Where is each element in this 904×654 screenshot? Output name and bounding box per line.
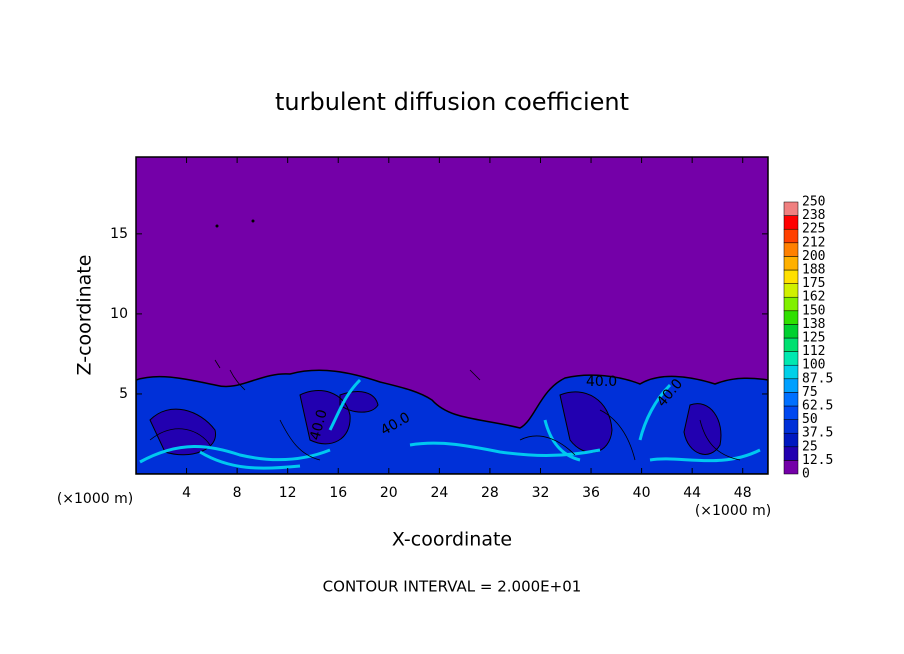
colorbar-label: 75: [802, 385, 818, 400]
colorbar-swatch: [783, 460, 799, 475]
colorbar-swatch: [783, 337, 799, 352]
colorbar-swatch: [783, 283, 799, 298]
x-tick-label: 36: [582, 485, 600, 501]
x-tick-label: 24: [430, 485, 448, 501]
colorbar-label: 50: [802, 412, 818, 427]
field-region: [136, 369, 768, 474]
colorbar-swatch: [783, 364, 799, 380]
colorbar-label: 112: [802, 344, 825, 359]
x-axis-label: X-coordinate: [392, 529, 512, 551]
x-tick-label: 48: [734, 485, 752, 501]
colorbar-swatch: [783, 419, 799, 434]
colorbar-label: 150: [802, 303, 825, 318]
x-tick-label: 4: [182, 485, 191, 501]
x-tick-label: 28: [481, 485, 499, 501]
colorbar-swatch: [783, 378, 799, 393]
colorbar-label: 238: [802, 208, 825, 223]
x-tick-label: 20: [380, 485, 398, 501]
speck: [251, 219, 255, 223]
colorbar-swatch: [783, 269, 799, 284]
colorbar-label: 25: [802, 439, 818, 454]
colorbar-swatch: [783, 351, 799, 366]
colorbar-swatch: [783, 296, 799, 312]
colorbar-swatch: [783, 392, 799, 407]
colorbar-label: 250: [802, 195, 825, 210]
colorbar-swatch: [783, 242, 799, 257]
x-tick-label: 12: [279, 485, 297, 501]
y-tick-label: 15: [110, 226, 128, 242]
x-tick-label: 8: [233, 485, 242, 501]
colorbar-swatch: [783, 201, 799, 216]
x-tick-label: 32: [532, 485, 550, 501]
colorbar-swatch: [783, 324, 799, 339]
colorbar-swatch: [783, 432, 799, 448]
colorbar-label: 0: [802, 467, 810, 482]
colorbar-label: 125: [802, 331, 825, 346]
x-tick-label: 44: [683, 485, 701, 501]
colorbar-label: 12.5: [802, 453, 833, 468]
contour-label: 40.0: [307, 408, 331, 442]
colorbar-label: 138: [802, 317, 825, 332]
x-unit-label: (×1000 m): [695, 503, 771, 519]
colorbar-label: 212: [802, 235, 825, 250]
colorbar-swatch: [783, 446, 799, 461]
contour-field: [136, 157, 768, 474]
speck: [215, 224, 219, 228]
y-tick-label: 5: [119, 386, 128, 402]
colorbar-swatch: [783, 215, 799, 230]
colorbar-label: 87.5: [802, 371, 833, 386]
field-outline: [149, 359, 741, 461]
colorbar-label: 200: [802, 249, 825, 264]
x-unit-label: (×1000 m): [57, 491, 133, 507]
y-tick-label: 10: [110, 306, 128, 322]
field-streak: [139, 378, 761, 470]
y-axis-label: Z-coordinate: [74, 255, 96, 376]
colorbar-swatch: [783, 405, 799, 420]
colorbar-label: 62.5: [802, 399, 833, 414]
contour-label: 40.0: [586, 374, 617, 390]
colorbar-swatch: [783, 256, 799, 271]
colorbar-label: 225: [802, 222, 825, 237]
field-patch: [149, 390, 722, 456]
colorbar-swatch: [783, 310, 799, 325]
colorbar-label: 100: [802, 358, 825, 373]
plot-frame: [135, 156, 769, 475]
colorbar-label: 37.5: [802, 426, 833, 441]
colorbar-label: 188: [802, 263, 825, 278]
colorbar-label: 175: [802, 276, 825, 291]
x-tick-label: 40: [633, 485, 651, 501]
colorbar-swatch: [783, 228, 799, 244]
colorbar-label: 162: [802, 290, 825, 305]
chart-title: turbulent diffusion coefficient: [275, 88, 629, 116]
x-tick-label: 16: [329, 485, 347, 501]
footer-note: CONTOUR INTERVAL = 2.000E+01: [323, 578, 582, 596]
